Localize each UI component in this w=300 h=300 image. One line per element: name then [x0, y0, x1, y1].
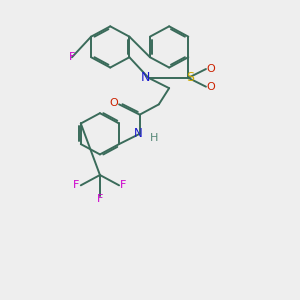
- Text: O: O: [206, 82, 215, 92]
- Text: N: N: [140, 71, 150, 84]
- Text: H: H: [150, 133, 159, 143]
- Text: F: F: [97, 194, 103, 204]
- Text: S: S: [186, 71, 194, 84]
- Text: F: F: [69, 52, 75, 62]
- Text: F: F: [73, 180, 80, 190]
- Text: N: N: [134, 127, 142, 140]
- Text: O: O: [206, 64, 215, 74]
- Text: F: F: [120, 180, 127, 190]
- Text: O: O: [110, 98, 118, 108]
